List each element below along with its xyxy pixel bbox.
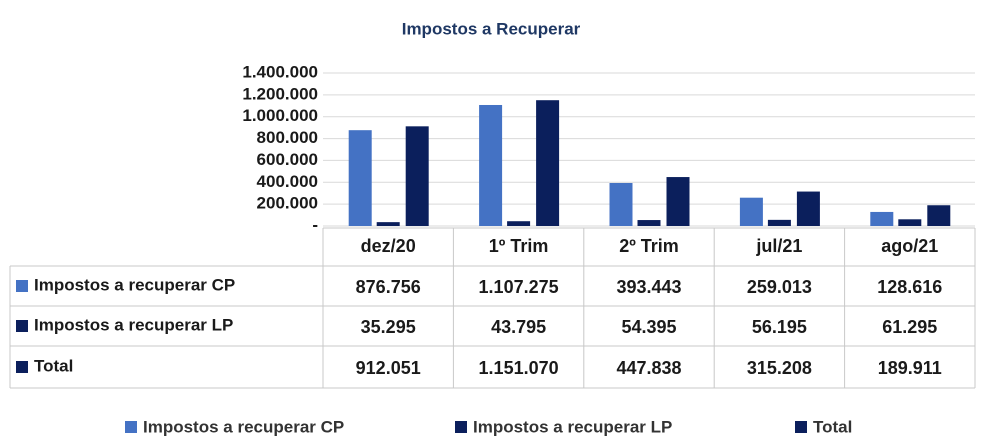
bar xyxy=(348,130,372,226)
legend-label: Impostos a recuperar LP xyxy=(473,417,672,436)
table-value: 61.295 xyxy=(882,317,937,337)
table-legend-swatch xyxy=(16,361,28,373)
legend-swatch xyxy=(455,421,467,433)
x-tick-label: 1º Trim xyxy=(489,236,549,256)
bar xyxy=(637,220,661,226)
legend-label: Total xyxy=(813,417,852,436)
table-value: 393.443 xyxy=(616,277,681,297)
table-legend-swatch xyxy=(16,320,28,332)
legend-label: Impostos a recuperar CP xyxy=(143,417,344,436)
table-value: 912.051 xyxy=(356,358,421,378)
y-tick-label: 400.000 xyxy=(257,172,318,191)
bar xyxy=(767,219,791,226)
bar xyxy=(870,211,894,226)
y-tick-label: 1.000.000 xyxy=(242,106,318,125)
table-value: 1.107.275 xyxy=(479,277,559,297)
chart-title: Impostos a Recuperar xyxy=(402,19,581,38)
x-tick-label: dez/20 xyxy=(361,236,416,256)
bar xyxy=(927,205,951,226)
table-value: 189.911 xyxy=(878,358,942,378)
bar xyxy=(796,191,820,226)
bar xyxy=(666,177,690,226)
table-legend-swatch xyxy=(16,280,28,292)
y-tick-label: - xyxy=(312,215,318,234)
bar xyxy=(536,100,560,226)
x-tick-label: ago/21 xyxy=(881,236,938,256)
table-value: 43.795 xyxy=(491,317,546,337)
bar xyxy=(376,222,400,226)
bar xyxy=(405,126,429,226)
table-value: 447.838 xyxy=(616,358,681,378)
bar xyxy=(898,219,922,226)
legend-swatch xyxy=(125,421,137,433)
row-label: Impostos a recuperar CP xyxy=(34,275,235,294)
y-tick-label: 200.000 xyxy=(257,194,318,213)
y-tick-label: 1.200.000 xyxy=(242,84,318,103)
bar xyxy=(739,197,763,226)
table-value: 128.616 xyxy=(877,277,942,297)
table-value: 259.013 xyxy=(747,277,812,297)
table-value: 315.208 xyxy=(747,358,812,378)
y-tick-label: 1.400.000 xyxy=(242,62,318,81)
row-label: Impostos a recuperar LP xyxy=(34,315,233,334)
table-value: 1.151.070 xyxy=(479,358,559,378)
bar xyxy=(609,183,633,226)
bar xyxy=(507,221,531,226)
x-tick-label: jul/21 xyxy=(755,236,802,256)
row-label: Total xyxy=(34,356,73,375)
bar xyxy=(479,104,503,226)
legend-swatch xyxy=(795,421,807,433)
y-tick-label: 600.000 xyxy=(257,150,318,169)
table-value: 56.195 xyxy=(752,317,807,337)
table-value: 54.395 xyxy=(621,317,676,337)
table-value: 35.295 xyxy=(361,317,416,337)
y-tick-label: 800.000 xyxy=(257,128,318,147)
x-tick-label: 2º Trim xyxy=(619,236,679,256)
table-value: 876.756 xyxy=(356,277,421,297)
